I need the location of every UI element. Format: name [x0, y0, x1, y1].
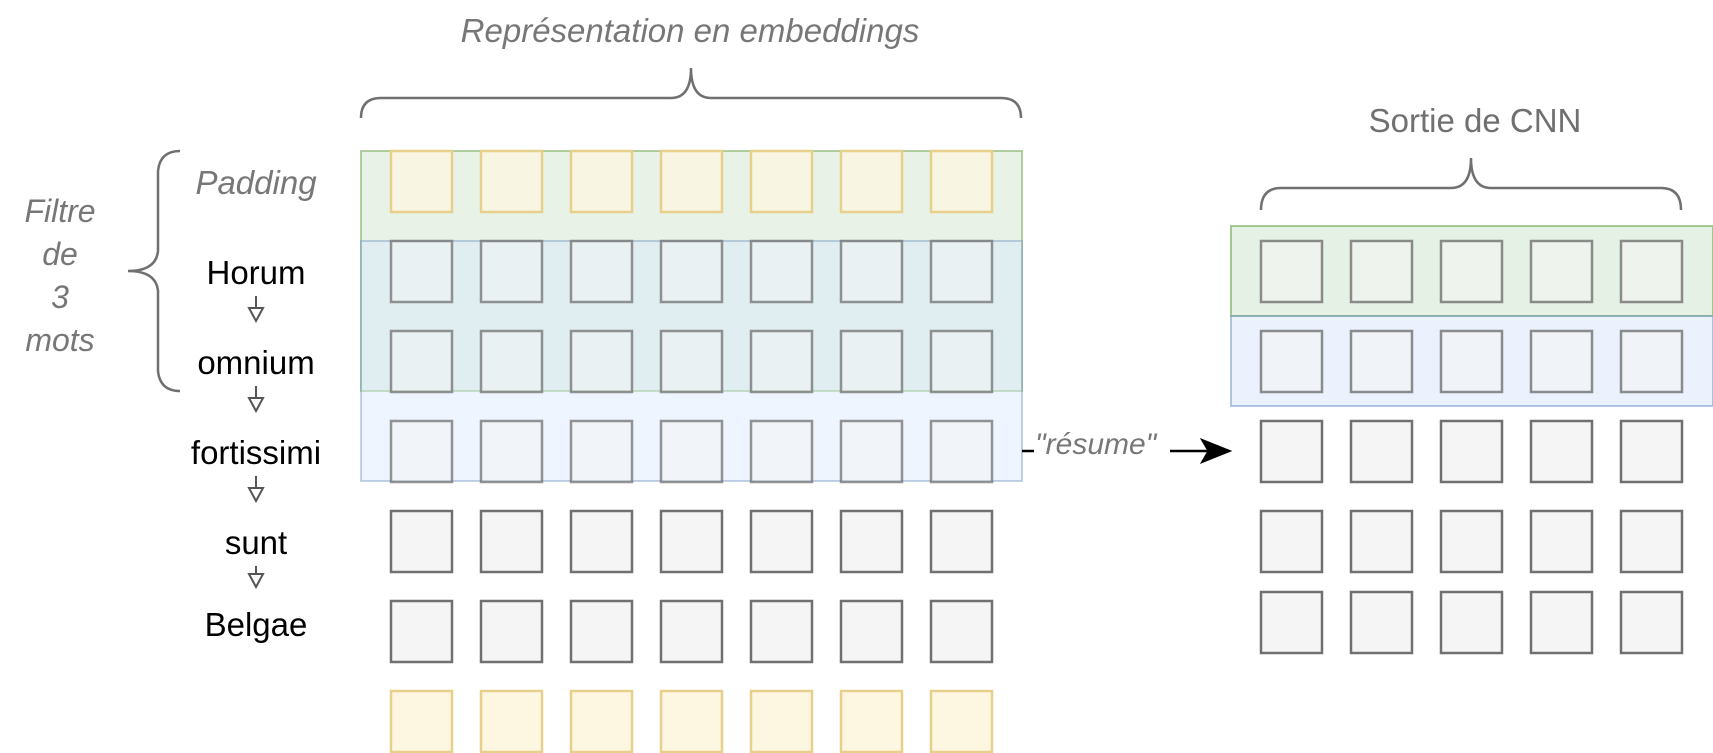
word-embedding-box: [929, 329, 994, 394]
embeddings-brace: [359, 67, 1023, 119]
cnn-output-box: [1529, 590, 1594, 655]
filter-brace: [127, 149, 181, 393]
padding-embedding-box: [659, 689, 724, 753]
cnn-output-box: [1439, 590, 1504, 655]
cnn-output-box: [1619, 329, 1684, 394]
word-embedding-box: [839, 239, 904, 304]
padding-embedding-box: [659, 149, 724, 214]
cnn-output-box: [1259, 419, 1324, 484]
filter-window-blue: [360, 240, 1023, 482]
cnn-output-box: [1259, 590, 1324, 655]
cnn-output-box: [1619, 419, 1684, 484]
cnn-output-box: [1259, 329, 1324, 394]
padding-embedding-box: [569, 149, 634, 214]
word-embedding-box: [749, 239, 814, 304]
padding-label: Padding: [195, 164, 317, 201]
word-embedding-box: [749, 599, 814, 664]
padding-embedding-box: [569, 689, 634, 753]
filter-label: Filtre de 3 mots: [10, 190, 110, 362]
word-embedding-box: [569, 509, 634, 574]
cnn-output-box: [1349, 329, 1414, 394]
word-embedding-box: [389, 509, 454, 574]
cnn-output-box: [1439, 509, 1504, 574]
word-embedding-box: [839, 599, 904, 664]
cnn-output-box: [1259, 239, 1324, 304]
word-arrow-head: [247, 487, 265, 504]
cnn-output-box: [1529, 239, 1594, 304]
cnn-output-box: [1619, 239, 1684, 304]
word-embedding-box: [659, 239, 724, 304]
word-label: Horum: [206, 254, 306, 291]
word-label: Belgae: [204, 606, 308, 643]
word-embedding-box: [659, 509, 724, 574]
cnn-output-box: [1349, 590, 1414, 655]
filter-label-line: mots: [25, 322, 95, 358]
word-embedding-box: [479, 239, 544, 304]
padding-embedding-box: [389, 149, 454, 214]
word-embedding-box: [929, 599, 994, 664]
cnn-output-box: [1259, 509, 1324, 574]
filter-label-line: Filtre: [24, 193, 96, 229]
padding-embedding-box: [929, 149, 994, 214]
word-embedding-box: [479, 599, 544, 664]
padding-embedding-box: [479, 149, 544, 214]
word-embedding-box: [839, 509, 904, 574]
resume-label: "résume": [1035, 428, 1157, 461]
word-embedding-box: [479, 419, 544, 484]
padding-embedding-box: [749, 689, 814, 753]
word-embedding-box: [659, 599, 724, 664]
cnn-output-brace: [1259, 157, 1683, 211]
word-label: fortissimi: [190, 434, 322, 471]
word-embedding-box: [569, 419, 634, 484]
cnn-output-box: [1439, 329, 1504, 394]
word-arrow-head: [247, 397, 265, 414]
padding-embedding-box: [839, 689, 904, 753]
word-embedding-box: [569, 329, 634, 394]
word-embedding-box: [929, 239, 994, 304]
cnn-output-box: [1349, 239, 1414, 304]
cnn-output-box: [1619, 509, 1684, 574]
word-embedding-box: [389, 329, 454, 394]
word-embedding-box: [659, 329, 724, 394]
filter-label-line: 3: [51, 279, 69, 315]
word-label: omnium: [197, 344, 315, 381]
padding-embedding-box: [749, 149, 814, 214]
word-embedding-box: [569, 599, 634, 664]
word-embedding-box: [389, 419, 454, 484]
cnn-output-box: [1529, 329, 1594, 394]
padding-embedding-box: [929, 689, 994, 753]
word-embedding-box: [839, 329, 904, 394]
word-label: sunt: [224, 524, 288, 561]
cnn-output-title: Sortie de CNN: [1368, 102, 1582, 139]
padding-embedding-box: [839, 149, 904, 214]
embeddings-title: Représentation en embeddings: [460, 12, 920, 49]
word-arrow-head: [247, 307, 265, 324]
word-embedding-box: [749, 329, 814, 394]
word-embedding-box: [389, 239, 454, 304]
word-embedding-box: [749, 419, 814, 484]
word-arrow-head: [247, 573, 265, 590]
word-embedding-box: [929, 419, 994, 484]
filter-label-line: de: [42, 236, 78, 272]
word-embedding-box: [659, 419, 724, 484]
word-embedding-box: [929, 509, 994, 574]
cnn-output-box: [1529, 509, 1594, 574]
cnn-output-box: [1349, 419, 1414, 484]
word-embedding-box: [569, 239, 634, 304]
word-embedding-box: [479, 329, 544, 394]
cnn-output-box: [1439, 239, 1504, 304]
word-embedding-box: [479, 509, 544, 574]
cnn-output-box: [1349, 509, 1414, 574]
cnn-output-box: [1619, 590, 1684, 655]
word-embedding-box: [749, 509, 814, 574]
word-embedding-box: [389, 599, 454, 664]
padding-embedding-box: [389, 689, 454, 753]
word-embedding-box: [839, 419, 904, 484]
resume-arrow-head: [1199, 437, 1233, 465]
cnn-output-box: [1529, 419, 1594, 484]
padding-embedding-box: [479, 689, 544, 753]
cnn-output-box: [1439, 419, 1504, 484]
